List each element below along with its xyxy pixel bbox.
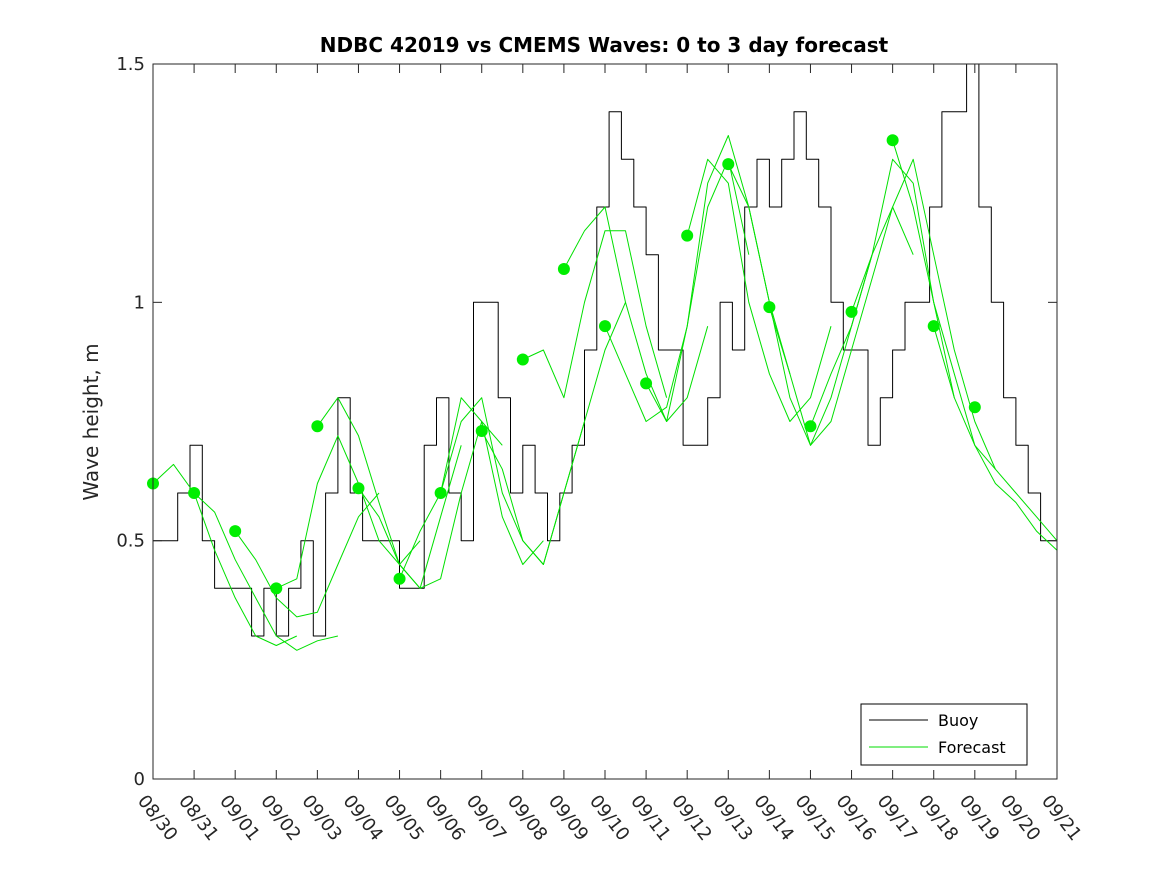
forecast-series-line-1 <box>152 463 298 646</box>
analysis-marker-1 <box>188 487 201 499</box>
analysis-marker-16 <box>804 420 817 433</box>
forecast-series-line-2 <box>193 492 339 651</box>
analysis-marker-13 <box>681 229 694 242</box>
analysis-marker-8 <box>475 425 488 438</box>
analysis-marker-18 <box>886 134 899 147</box>
forecast-series-line-11 <box>563 206 709 422</box>
forecast-series-line-5 <box>316 397 462 589</box>
legend: Buoy Forecast <box>860 703 1028 766</box>
analysis-marker-4 <box>311 420 324 433</box>
forecast-series-line-14 <box>686 158 832 422</box>
analysis-marker-11 <box>599 320 611 333</box>
forecast-series-line-9 <box>481 302 626 565</box>
forecast-series-line-17 <box>810 158 955 427</box>
forecast-series-line-4 <box>276 435 421 589</box>
forecast-series-line-20 <box>933 326 1058 551</box>
y-tick-label-3: 1.5 <box>116 54 145 75</box>
analysis-marker-17 <box>845 305 858 318</box>
analysis-marker-19 <box>927 320 940 333</box>
analysis-marker-10 <box>557 262 570 275</box>
analysis-marker-7 <box>434 487 447 499</box>
analysis-marker-14 <box>722 158 735 171</box>
legend-buoy-label: Buoy <box>938 711 978 730</box>
forecast-series-line-16 <box>768 206 914 446</box>
analysis-marker-12 <box>640 377 653 390</box>
analysis-marker-6 <box>393 572 406 585</box>
legend-forecast-label: Forecast <box>938 738 1006 757</box>
forecast-series-line-3 <box>234 492 380 618</box>
y-axis-label: Wave height, m <box>79 343 103 500</box>
y-tick-label-0: 0 <box>134 769 145 790</box>
y-tick-label-2: 1 <box>134 292 145 313</box>
analysis-marker-9 <box>516 353 529 366</box>
forecast-series-line-15 <box>727 163 873 446</box>
y-tick-label-1: 0.5 <box>116 531 145 552</box>
chart-title: NDBC 42019 vs CMEMS Waves: 0 to 3 day fo… <box>320 33 889 57</box>
analysis-marker-2 <box>229 525 242 538</box>
forecast-series-line-10 <box>522 230 668 399</box>
analysis-marker-15 <box>763 301 776 314</box>
legend-box <box>860 703 1028 766</box>
buoy-series-line <box>153 63 1057 637</box>
analysis-marker-5 <box>352 482 365 495</box>
analysis-marker-20 <box>968 401 981 414</box>
analysis-marker-layer <box>147 134 981 595</box>
analysis-marker-3 <box>270 582 283 595</box>
